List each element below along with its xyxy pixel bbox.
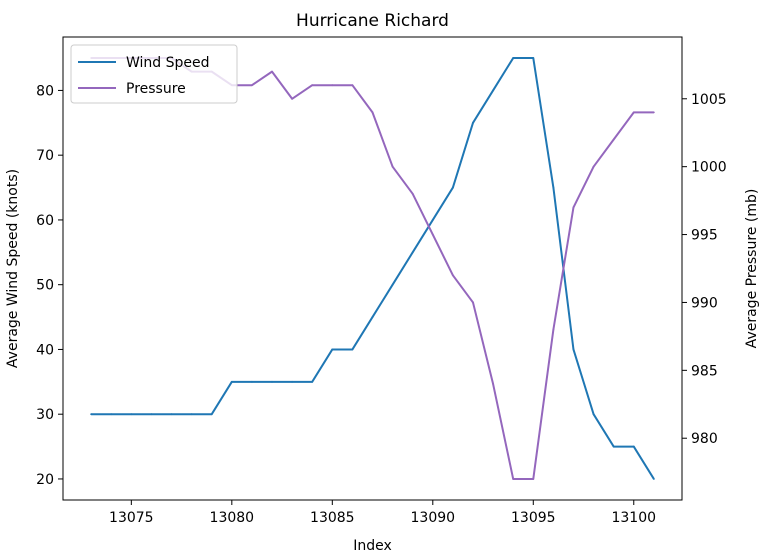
data-point	[230, 380, 233, 383]
series-line	[91, 57, 654, 480]
chart-title: Hurricane Richard	[296, 11, 449, 31]
data-point	[251, 84, 253, 87]
x-tick-label: 13080	[210, 510, 255, 526]
data-point	[311, 380, 314, 383]
x-axis-ticks: 13075 13080 13085 13090 13095 13100	[109, 500, 656, 526]
x-tick-label: 13075	[109, 510, 154, 526]
data-point	[472, 121, 474, 124]
right-y-tick-label: 980	[691, 431, 718, 447]
data-point	[351, 348, 354, 351]
data-point	[451, 274, 454, 277]
data-point	[532, 57, 535, 59]
data-point	[210, 413, 213, 416]
right-y-tick-label: 990	[691, 295, 718, 311]
left-y-axis-ticks: 20 30 40 50 60 70 80	[36, 83, 63, 488]
data-point	[492, 89, 494, 92]
series-line	[91, 57, 655, 480]
right-y-axis-ticks: 980 985 990 995 1000 1005	[682, 92, 727, 447]
series-layer	[90, 57, 655, 480]
data-point	[170, 413, 173, 416]
data-point	[472, 301, 474, 304]
left-y-tick-label: 40	[36, 342, 54, 358]
x-tick-label: 13100	[611, 510, 656, 526]
data-point	[552, 186, 555, 189]
data-point	[331, 348, 334, 351]
x-axis-label: Index	[353, 538, 392, 554]
data-point	[271, 380, 273, 383]
right-y-tick-label: 1005	[691, 92, 727, 108]
right-y-tick-label: 995	[691, 228, 718, 244]
data-point	[190, 413, 193, 416]
data-point	[652, 478, 655, 480]
data-point	[572, 348, 575, 351]
data-point	[291, 97, 294, 100]
data-point	[512, 57, 515, 59]
right-y-axis-label: Average Pressure (mb)	[744, 189, 760, 349]
plot-frame	[62, 36, 683, 501]
data-point	[351, 84, 354, 87]
data-point	[391, 165, 394, 168]
legend-label-wind-speed: Wind Speed	[126, 55, 210, 71]
data-point	[391, 283, 394, 286]
left-y-tick-label: 80	[36, 83, 54, 99]
left-y-tick-label: 60	[36, 213, 54, 229]
data-point	[150, 413, 153, 416]
data-point	[592, 165, 595, 168]
data-point	[251, 380, 253, 383]
data-point	[512, 478, 515, 480]
data-point	[371, 111, 374, 114]
data-point	[331, 84, 334, 87]
data-point	[451, 186, 454, 189]
data-point	[90, 413, 93, 416]
data-point	[492, 383, 494, 385]
data-point	[532, 478, 535, 480]
data-point	[572, 206, 575, 209]
series-pressure	[90, 57, 655, 480]
x-tick-label: 13090	[411, 510, 456, 526]
data-point	[431, 233, 434, 236]
left-y-tick-label: 50	[36, 278, 54, 294]
legend: Wind Speed Pressure	[70, 44, 238, 104]
data-point	[411, 192, 414, 195]
left-y-tick-label: 30	[36, 407, 54, 423]
data-point	[110, 413, 113, 416]
left-y-tick-label: 20	[36, 472, 54, 488]
series-wind-speed	[90, 57, 655, 480]
data-point	[632, 111, 635, 114]
legend-label-pressure: Pressure	[126, 81, 186, 97]
data-point	[632, 445, 635, 448]
right-y-tick-label: 985	[691, 363, 718, 379]
data-point	[652, 111, 655, 114]
data-point	[291, 380, 294, 383]
data-point	[431, 219, 434, 221]
left-y-axis-label: Average Wind Speed (knots)	[5, 169, 21, 368]
data-point	[411, 251, 414, 254]
right-y-tick-label: 1000	[691, 160, 727, 176]
data-point	[592, 413, 595, 416]
data-point	[271, 70, 273, 73]
data-point	[371, 316, 374, 318]
x-tick-label: 13095	[511, 510, 556, 526]
data-point	[130, 413, 133, 416]
data-point	[311, 84, 314, 87]
left-y-tick-label: 70	[36, 148, 54, 164]
x-tick-label: 13085	[310, 510, 355, 526]
data-point	[552, 328, 555, 331]
data-point	[612, 138, 615, 141]
data-point	[612, 445, 615, 448]
